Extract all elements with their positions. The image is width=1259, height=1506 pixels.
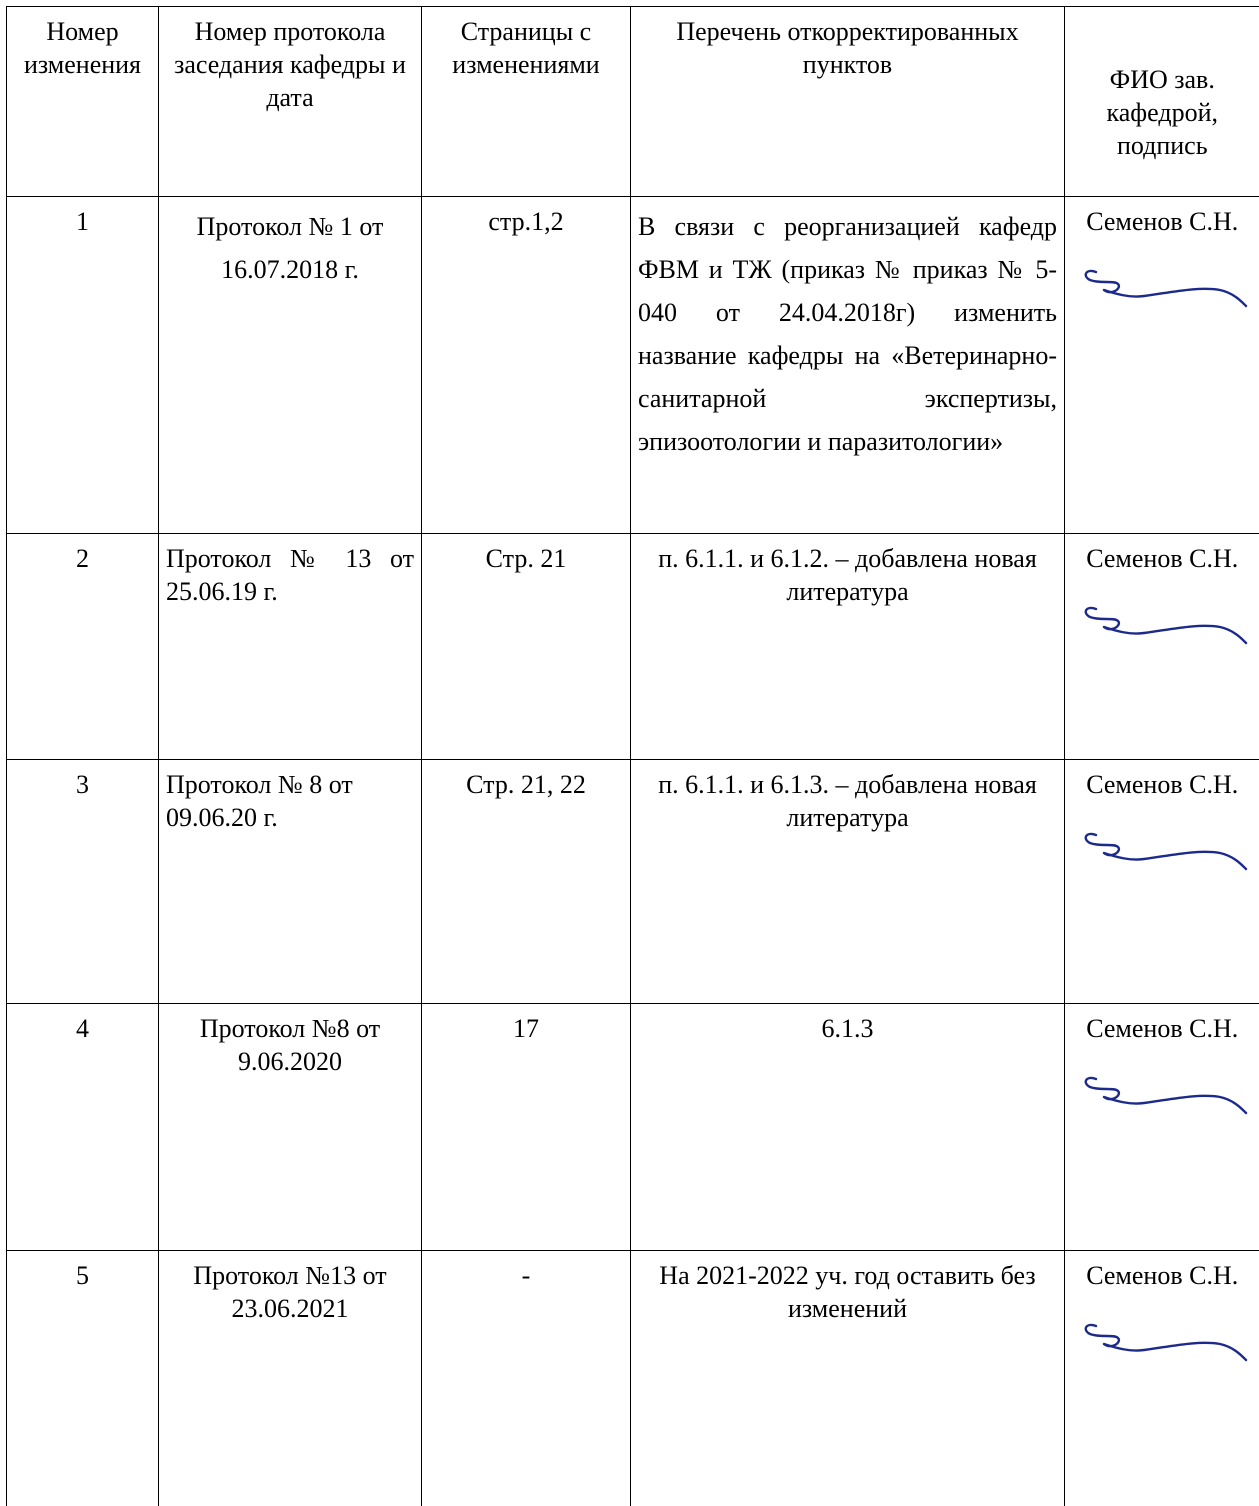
header-corrected-items: Перечень откорректированных пунктов	[631, 7, 1065, 197]
signer-name: Семенов С.Н.	[1072, 1259, 1253, 1292]
header-protocol: Номер протокола заседания кафедры и дата	[159, 7, 422, 197]
signature-image	[1068, 1057, 1248, 1117]
signature-cell: Семенов С.Н.	[1065, 1004, 1259, 1251]
table-row: 1 Протокол № 1 от 16.07.2018 г. стр.1,2 …	[7, 197, 1259, 534]
row-pages: Стр. 21	[422, 534, 631, 760]
signer-name: Семенов С.Н.	[1072, 205, 1253, 238]
header-row: Номер изменения Номер протокола заседани…	[7, 7, 1259, 197]
row-items: п. 6.1.1. и 6.1.3. – добавлена новая лит…	[631, 760, 1065, 1004]
row-number: 1	[7, 197, 159, 534]
header-change-number: Номер изменения	[7, 7, 159, 197]
header-pages: Страницы с изменениями	[422, 7, 631, 197]
row-protocol: Протокол № 1 от 16.07.2018 г.	[159, 197, 422, 534]
row-items: 6.1.3	[631, 1004, 1065, 1251]
row-pages: -	[422, 1251, 631, 1506]
row-number: 4	[7, 1004, 159, 1251]
signature-image	[1068, 1304, 1248, 1364]
table-row: 4 Протокол №8 от 9.06.2020 17 6.1.3 Семе…	[7, 1004, 1259, 1251]
row-items: п. 6.1.1. и 6.1.2. – добавлена новая лит…	[631, 534, 1065, 760]
row-number: 3	[7, 760, 159, 1004]
table-row: 2 Протокол № 13 от 25.06.19 г. Стр. 21 п…	[7, 534, 1259, 760]
table-row: 5 Протокол №13 от 23.06.2021 - На 2021-2…	[7, 1251, 1259, 1506]
row-items: В связи с реорганизацией кафедр ФВМ и ТЖ…	[631, 197, 1065, 534]
row-number: 2	[7, 534, 159, 760]
changes-table: Номер изменения Номер протокола заседани…	[6, 6, 1259, 1506]
header-signature: ФИО зав. кафедрой, подпись	[1065, 7, 1259, 197]
row-pages: стр.1,2	[422, 197, 631, 534]
signature-cell: Семенов С.Н.	[1065, 197, 1259, 534]
signature-cell: Семенов С.Н.	[1065, 1251, 1259, 1506]
signature-cell: Семенов С.Н.	[1065, 760, 1259, 1004]
signer-name: Семенов С.Н.	[1072, 542, 1253, 575]
row-protocol: Протокол №13 от 23.06.2021	[159, 1251, 422, 1506]
row-protocol: Протокол №8 от 9.06.2020	[159, 1004, 422, 1251]
row-pages: Стр. 21, 22	[422, 760, 631, 1004]
signature-image	[1068, 587, 1248, 647]
row-protocol: Протокол № 13 от 25.06.19 г.	[159, 534, 422, 760]
signature-image	[1068, 813, 1248, 873]
row-number: 5	[7, 1251, 159, 1506]
signature-cell: Семенов С.Н.	[1065, 534, 1259, 760]
row-protocol: Протокол № 8 от 09.06.20 г.	[159, 760, 422, 1004]
table-row: 3 Протокол № 8 от 09.06.20 г. Стр. 21, 2…	[7, 760, 1259, 1004]
signature-image	[1068, 250, 1248, 310]
row-pages: 17	[422, 1004, 631, 1251]
signer-name: Семенов С.Н.	[1072, 768, 1253, 801]
row-items: На 2021-2022 уч. год оставить без измене…	[631, 1251, 1065, 1506]
signer-name: Семенов С.Н.	[1072, 1012, 1253, 1045]
